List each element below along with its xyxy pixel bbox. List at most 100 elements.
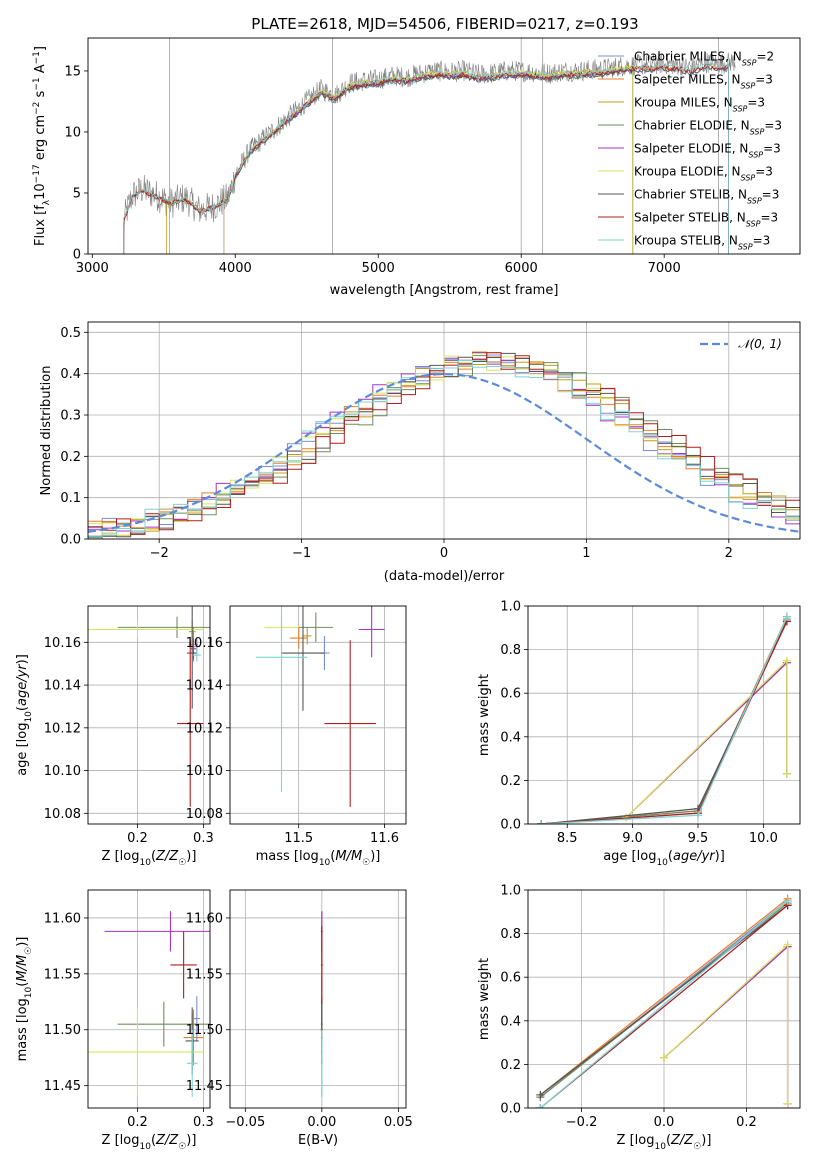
mass-weight-line-2 (539, 898, 789, 1096)
plot-area (88, 911, 210, 1097)
legend-label: Salpeter STELIB, NSSP=3 (634, 211, 778, 229)
plot-area (88, 351, 800, 539)
y-axis-label: Flux [fλ10−17 erg cm−2 s−1 A−1] (32, 46, 52, 246)
x-tick-label: 0.3 (193, 831, 214, 846)
y-tick-label: 10.08 (44, 807, 81, 822)
mass-weight-line-7 (540, 904, 788, 1096)
plot-area (536, 894, 792, 1108)
x-axis-label: Z [log10(Z/Z☉)] (617, 1133, 712, 1152)
legend-label: Salpeter ELODIE, NSSP=3 (634, 142, 781, 160)
x-tick-label: 0.2 (127, 831, 148, 846)
legend-label: Kroupa MILES, NSSP=3 (634, 96, 765, 114)
legend-label: Kroupa STELIB, NSSP=3 (634, 234, 770, 252)
mass-weight-line-7 (541, 621, 788, 824)
spectrum-model-line-6 (223, 64, 634, 254)
x-axis-label: (data-model)/error (384, 569, 505, 584)
y-tick-label: 15 (64, 64, 81, 79)
x-axis-label: Z [log10(Z/Z☉)] (102, 1133, 197, 1152)
y-tick-label: 0.2 (60, 450, 81, 465)
x-tick-label: 0.3 (193, 1115, 214, 1130)
mass-weight-marker (782, 612, 791, 621)
mass-weight-marker (537, 820, 546, 824)
mass-weight-marker (694, 811, 702, 820)
y-tick-label: 10.10 (186, 764, 223, 779)
mass-weight-line-3 (663, 945, 789, 1104)
y-tick-label: 0.0 (500, 1102, 521, 1117)
x-axis-label: age [log10(age/yr)] (603, 849, 725, 868)
axes-frame (87, 37, 801, 255)
panel-age-vs-mass: 11.5 11.6 10.08 10.10 10.12 10.14 10.16 mass [l… (186, 605, 407, 868)
y-tick-label: 11.60 (44, 911, 81, 926)
spectrum-model-line-7 (123, 64, 729, 254)
panel-residuals: −2 −1 0 1 2 0.0 0.1 0.2 0.3 0.4 0.5 (data-model)/er… (39, 321, 801, 584)
y-tick-label: 0.3 (60, 409, 81, 424)
mass-weight-marker (536, 1104, 545, 1108)
axes-frame (87, 321, 801, 540)
y-tick-label: 10.16 (44, 636, 81, 651)
y-tick-label: 0.2 (500, 774, 521, 789)
y-tick-label: 11.45 (44, 1079, 81, 1094)
y-tick-label: 11.60 (186, 911, 223, 926)
legend-label: Chabrier STELIB, NSSP=3 (634, 188, 779, 206)
y-tick-label: 0 (73, 248, 81, 263)
spectrum-model-line-9 (123, 61, 729, 254)
x-tick-label: −0.05 (225, 1115, 265, 1130)
mass-weight-line-9 (539, 900, 789, 1108)
y-tick-label: 11.55 (44, 967, 81, 982)
y-tick-label: 0.8 (500, 927, 521, 942)
mass-weight-marker (783, 896, 792, 905)
legend-label: 𝒩(0, 1) (738, 337, 782, 351)
y-tick-label: 10.08 (186, 807, 223, 822)
mass-weight-marker (782, 656, 791, 665)
mass-weight-marker (660, 1053, 668, 1062)
axes-frame (87, 889, 211, 1109)
y-axis-label: age [log10(age/yr)] (15, 654, 34, 776)
plot-area (123, 38, 736, 254)
y-axis-label: mass weight (477, 958, 492, 1040)
x-tick-label: 7000 (648, 261, 681, 276)
y-tick-label: 0.6 (500, 971, 521, 986)
y-tick-label: 10.14 (44, 679, 81, 694)
plot-area (88, 606, 210, 807)
mass-weight-line-2 (541, 616, 788, 824)
y-axis-label: Normed distribution (39, 366, 54, 496)
y-tick-label: 0.0 (500, 818, 521, 833)
x-tick-label: 9.5 (688, 831, 709, 846)
y-tick-label: 11.45 (186, 1079, 223, 1094)
x-axis-label: wavelength [Angstrom, rest frame] (330, 283, 559, 298)
legend-label: Chabrier MILES, NSSP=2 (634, 50, 774, 68)
mass-weight-marker (783, 1099, 792, 1108)
legend-label: Salpeter MILES, NSSP=3 (634, 73, 773, 91)
normal-reference-curve (88, 372, 800, 533)
x-tick-label: 0.2 (127, 1115, 148, 1130)
y-tick-label: 11.50 (44, 1023, 81, 1038)
spectrum-model-line-2 (123, 63, 729, 254)
mass-weight-line-1 (541, 616, 788, 824)
x-tick-label: 1 (582, 546, 590, 561)
x-tick-label: −1 (292, 546, 311, 561)
x-tick-label: 8.5 (557, 831, 578, 846)
x-tick-label: 0.05 (384, 1115, 413, 1130)
x-tick-label: −2 (150, 546, 169, 561)
spectrum-model-line-3 (166, 64, 634, 254)
y-tick-label: 0.2 (500, 1058, 521, 1073)
axes-frame (527, 889, 801, 1109)
x-tick-label: −0.2 (566, 1115, 598, 1130)
legend-label: Chabrier ELODIE, NSSP=3 (634, 119, 782, 137)
y-tick-label: 0.4 (500, 730, 521, 745)
plot-area (320, 911, 323, 1097)
mass-weight-line-9 (541, 616, 788, 824)
y-tick-label: 11.50 (186, 1023, 223, 1038)
residual-histogram-6 (88, 353, 800, 537)
y-tick-label: 10.12 (186, 721, 223, 736)
panel-mass-vs-ebv: −0.05 0.00 0.05 11.45 11.50 11.55 11.60 E(B-V) (186, 889, 413, 1148)
y-tick-label: 11.55 (186, 967, 223, 982)
y-axis-label: mass [log10(M/M☉)] (15, 937, 34, 1062)
plot-area (255, 606, 385, 807)
x-axis-label: Z [log10(Z/Z☉)] (102, 849, 197, 868)
panel-spectrum: 3000 4000 5000 6000 7000 0 5 10 15 wavelength [An… (32, 37, 801, 298)
x-tick-label: 4000 (219, 261, 252, 276)
x-tick-label: 11.6 (370, 831, 399, 846)
